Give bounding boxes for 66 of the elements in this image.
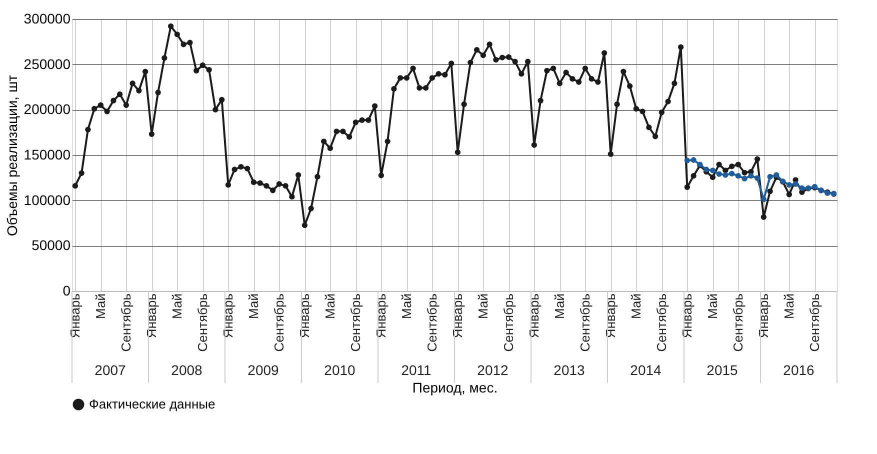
x-tick-label: Май <box>322 294 338 319</box>
text: 2015 <box>706 362 738 378</box>
x-tick-label: Май <box>782 294 797 319</box>
legend-label: Фактические данные <box>89 396 216 412</box>
point <box>748 173 754 179</box>
point <box>760 196 767 202</box>
point <box>799 185 805 191</box>
x-tick-label: Сентябрь <box>118 293 134 352</box>
x-tick-label: Май <box>399 294 414 319</box>
text: 2008 <box>171 362 203 378</box>
x-tick-label: Май <box>476 294 491 319</box>
text: 2011 <box>401 362 432 378</box>
point <box>716 171 722 177</box>
point <box>792 181 798 187</box>
x-tick-label: Май <box>170 294 185 319</box>
x-tick-label: Май <box>705 294 720 319</box>
y-tick-label: 200000 <box>24 101 71 118</box>
point <box>690 157 696 163</box>
x-tick-label: Январь <box>756 293 772 338</box>
text: 2009 <box>248 362 280 378</box>
point <box>786 182 792 188</box>
text: 2010 <box>324 362 356 378</box>
x-tick-label: Май <box>93 294 108 319</box>
point <box>767 174 773 180</box>
x-tick-label: Май <box>552 294 568 319</box>
text: 2012 <box>477 362 509 378</box>
x-tick-label: Сентябрь <box>501 293 516 352</box>
x-tick-label: Сентябрь <box>195 293 210 352</box>
x-tick-label: Январь <box>144 293 160 338</box>
x-tick-label: Январь <box>374 293 389 338</box>
point <box>774 172 780 178</box>
x-tick-label: Январь <box>450 293 466 338</box>
text: 2016 <box>783 362 815 378</box>
text: 2014 <box>630 362 662 378</box>
point <box>754 175 760 181</box>
point <box>735 173 742 179</box>
x-tick-label: Сентябрь <box>654 293 670 352</box>
x-axis-title: Период, мес. <box>412 380 498 396</box>
y-tick-label: 300000 <box>24 10 71 26</box>
text: 2013 <box>554 362 586 378</box>
y-tick-label: 50000 <box>32 237 71 254</box>
x-tick-label: Сентябрь <box>807 293 822 352</box>
point <box>742 176 748 182</box>
x-tick-label: Май <box>246 294 262 319</box>
x-tick-label: Сентябрь <box>424 293 440 352</box>
point <box>722 172 728 178</box>
x-tick-label: Январь <box>526 293 542 338</box>
x-tick-label: Январь <box>220 293 236 338</box>
y-tick-label: 100000 <box>24 192 71 208</box>
text: 2007 <box>94 362 126 378</box>
x-tick-label: Январь <box>680 293 695 338</box>
x-tick-label: Сентябрь <box>272 293 287 352</box>
x-tick-label: Май <box>628 294 644 319</box>
y-tick-label: 150000 <box>24 146 71 162</box>
point <box>728 170 735 176</box>
point <box>703 166 710 172</box>
x-tick-label: Сентябрь <box>730 293 746 352</box>
point <box>684 158 690 164</box>
y-axis-title: Объемы реализации, шт <box>4 74 20 236</box>
point <box>710 168 716 174</box>
x-tick-label: Январь <box>603 293 618 338</box>
y-tick-label: 0 <box>62 282 71 298</box>
x-tick-label: Январь <box>297 293 312 338</box>
x-tick-label: Сентябрь <box>348 293 364 352</box>
y-tick-label: 250000 <box>24 56 71 72</box>
x-tick-label: Сентябрь <box>578 293 593 352</box>
